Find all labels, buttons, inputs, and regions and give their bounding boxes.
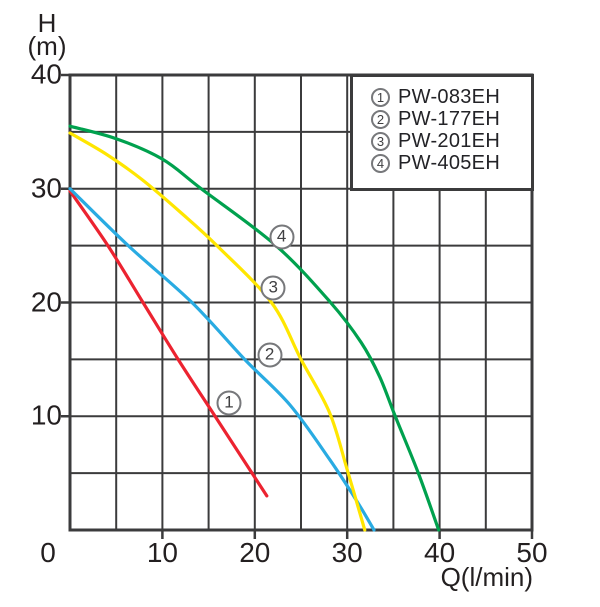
legend-item: 1 PW-083EH xyxy=(371,86,531,108)
curve-pw-083eh xyxy=(68,189,269,498)
curve-pw-201eh xyxy=(68,131,367,532)
legend-item: 4 PW-405EH xyxy=(371,152,531,174)
legend-series-label: PW-405EH xyxy=(398,151,501,174)
legend-item: 2 PW-177EH xyxy=(371,108,531,130)
curve-label-2: 2 xyxy=(257,342,283,368)
legend: 1 PW-083EH 2 PW-177EH 3 PW-201EH 4 PW-40… xyxy=(350,74,534,191)
legend-series-number-icon: 3 xyxy=(371,131,390,151)
legend-series-number-icon: 1 xyxy=(371,87,390,107)
y-tick-label: 20 xyxy=(30,285,62,317)
legend-series-label: PW-177EH xyxy=(398,107,501,130)
y-tick-label: 30 xyxy=(30,172,62,204)
curve-pw-177eh xyxy=(68,187,376,532)
y-axis-unit: (m) xyxy=(27,31,67,61)
x-tick-label: 30 xyxy=(331,537,363,568)
legend-series-number-icon: 4 xyxy=(371,153,390,173)
plot-border xyxy=(68,73,534,532)
legend-item: 3 PW-201EH xyxy=(371,130,531,152)
legend-series-label: PW-083EH xyxy=(398,85,501,108)
curve-pw-405eh xyxy=(68,124,441,532)
x-tick-label: 40 xyxy=(424,537,456,568)
x-axis-title: Q(l/min) xyxy=(440,562,533,592)
x-tick-label: 20 xyxy=(239,537,271,568)
y-tick-label: 40 xyxy=(30,58,62,90)
curve-label-1: 1 xyxy=(216,390,242,416)
x-tick-label: 10 xyxy=(146,537,178,568)
x-tick-label: 50 xyxy=(516,537,548,568)
legend-series-label: PW-201EH xyxy=(398,129,501,152)
x-tick-label: 0 xyxy=(40,537,56,568)
curve-label-4: 4 xyxy=(269,224,295,250)
y-axis-title: H (m) xyxy=(14,8,80,61)
y-axis-symbol: H xyxy=(37,8,57,38)
y-tick-label: 10 xyxy=(30,399,62,431)
legend-series-number-icon: 2 xyxy=(371,109,390,129)
curve-label-3: 3 xyxy=(260,275,286,301)
